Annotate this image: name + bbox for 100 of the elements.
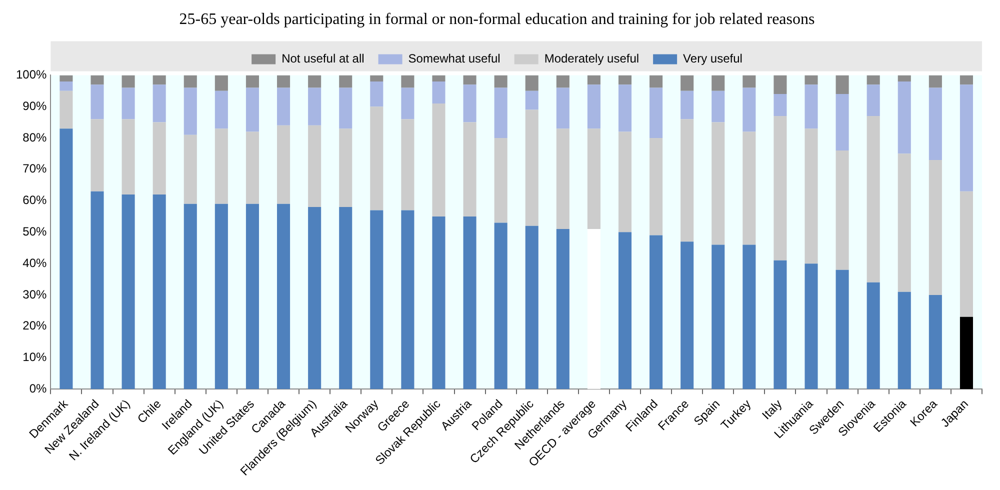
- bar: [401, 88, 414, 120]
- bar: [804, 264, 818, 390]
- bar: [960, 316, 973, 390]
- y-tick-label: 40%: [22, 256, 48, 270]
- y-tick-label: 70%: [22, 162, 48, 176]
- bar: [432, 81, 446, 104]
- bar: [712, 75, 725, 91]
- bar: [898, 154, 911, 292]
- bar: [804, 84, 818, 129]
- bar: [712, 90, 725, 122]
- bar: [680, 242, 694, 390]
- bar: [339, 207, 352, 390]
- bar: [618, 232, 632, 390]
- bar: [60, 75, 73, 82]
- bar: [898, 75, 911, 82]
- bar: [339, 128, 352, 208]
- bar: [618, 132, 632, 232]
- y-tick-label: 0%: [29, 381, 48, 396]
- bar: [556, 88, 570, 129]
- bar: [122, 119, 135, 194]
- bar: [587, 229, 600, 390]
- bar: [525, 226, 538, 390]
- bar: [463, 122, 476, 216]
- bar: [494, 138, 508, 223]
- bar: [525, 90, 538, 110]
- bar: [650, 75, 663, 88]
- bar: [587, 128, 600, 230]
- bar: [928, 294, 942, 390]
- bar: [742, 244, 756, 390]
- bar: [90, 75, 104, 85]
- y-tick-label: 20%: [22, 318, 48, 333]
- bar: [370, 75, 384, 82]
- bar: [836, 94, 849, 151]
- bar: [494, 75, 508, 88]
- bar: [184, 204, 197, 390]
- y-tick-label: 30%: [22, 287, 48, 302]
- bar: [556, 229, 570, 390]
- bar: [866, 282, 880, 390]
- bar: [432, 103, 446, 216]
- bar: [960, 75, 973, 85]
- bar: [370, 106, 384, 210]
- bar: [152, 75, 166, 85]
- bar: [774, 94, 787, 116]
- y-tick-label: 90%: [22, 98, 48, 113]
- bar: [866, 75, 880, 85]
- bar: [122, 194, 135, 390]
- bar: [898, 292, 911, 390]
- bar: [463, 84, 476, 122]
- bar: [712, 122, 725, 245]
- bar: [214, 90, 228, 129]
- bar: [680, 75, 694, 91]
- bar: [742, 132, 756, 245]
- bar: [525, 75, 538, 91]
- bar: [246, 204, 259, 390]
- bar: [370, 210, 384, 390]
- y-tick-label: 50%: [22, 224, 48, 238]
- bar: [618, 75, 632, 85]
- bar: [556, 128, 570, 230]
- bar: [60, 81, 73, 91]
- bar: [246, 75, 259, 88]
- bar: [152, 122, 166, 194]
- bar: [774, 260, 787, 390]
- bar: [277, 125, 290, 204]
- bar: [836, 270, 849, 390]
- bar: [960, 84, 973, 192]
- bar: [184, 75, 197, 88]
- bar: [804, 75, 818, 85]
- bar: [556, 75, 570, 88]
- bar: [928, 75, 942, 88]
- bar: [246, 132, 259, 204]
- bar: [774, 75, 787, 94]
- bar: [339, 88, 352, 129]
- bar: [401, 210, 414, 390]
- bar: [277, 204, 290, 390]
- bar: [214, 128, 228, 204]
- bar: [650, 235, 663, 390]
- bar: [246, 88, 259, 132]
- bar: [308, 75, 322, 88]
- bar: [866, 116, 880, 282]
- chart-title: 25-65 year-olds participating in formal or non-formal education and training for job related reasons: [179, 10, 815, 28]
- bar: [401, 119, 414, 210]
- bar: [898, 81, 911, 154]
- bar: [152, 84, 166, 122]
- bar: [650, 138, 663, 236]
- bar: [525, 110, 538, 226]
- bar: [184, 134, 197, 204]
- bar: [401, 75, 414, 88]
- bar: [277, 88, 290, 126]
- bar: [122, 75, 135, 88]
- bar: [463, 216, 476, 390]
- y-tick-label: 100%: [16, 68, 48, 82]
- bar: [494, 222, 508, 390]
- bar: [339, 75, 352, 88]
- bar: [712, 244, 725, 390]
- bar: [184, 88, 197, 135]
- legend-label: Moderately useful: [544, 52, 640, 66]
- bar: [90, 191, 104, 390]
- bar: [587, 75, 600, 85]
- bar: [866, 84, 880, 116]
- bar: [60, 128, 73, 390]
